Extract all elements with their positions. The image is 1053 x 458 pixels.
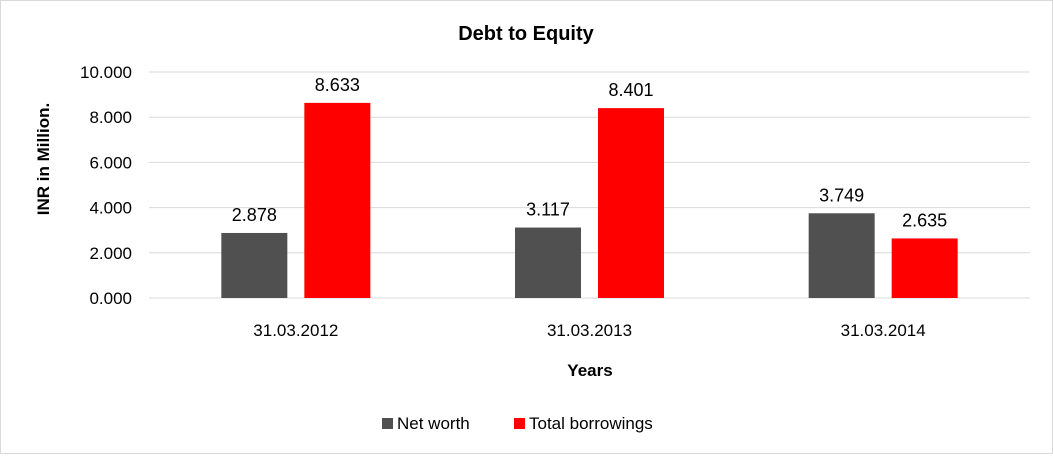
y-tick-label: 0.000: [89, 289, 132, 308]
y-tick-label: 6.000: [89, 153, 132, 172]
legend-swatch: [382, 418, 393, 429]
y-tick-label: 8.000: [89, 108, 132, 127]
legend-label: Total borrowings: [529, 414, 653, 433]
x-axis-title: Years: [567, 361, 612, 380]
legend: Net worth Total borrowings: [382, 414, 653, 433]
bar-total-borrowings: [598, 108, 664, 299]
data-label: 8.633: [315, 75, 360, 95]
bar-total-borrowings: [891, 238, 958, 298]
bar-total-borrowings: [304, 102, 371, 299]
y-tick-label: 10.000: [80, 63, 132, 82]
x-tick-label: 31.03.2013: [547, 321, 632, 340]
bars: [221, 102, 958, 299]
data-label: 2.635: [902, 210, 947, 230]
legend-label: Net worth: [397, 414, 470, 433]
y-tick-label: 4.000: [89, 199, 132, 218]
gridlines: [149, 71, 1030, 299]
x-axis-ticks: 31.03.2012 31.03.2013 31.03.2014: [253, 321, 925, 340]
x-tick-label: 31.03.2012: [253, 321, 338, 340]
legend-swatch: [514, 418, 525, 429]
data-labels: 2.878 8.633 3.117 8.401 3.749 2.635: [232, 75, 947, 231]
y-tick-label: 2.000: [89, 244, 132, 263]
chart-title: Debt to Equity: [458, 23, 594, 45]
y-axis-title: INR in Million.: [34, 103, 53, 215]
data-label: 8.401: [608, 80, 653, 100]
x-tick-label: 31.03.2014: [841, 321, 926, 340]
data-label: 2.878: [232, 205, 277, 225]
data-label: 3.749: [819, 185, 864, 205]
y-axis-ticks: 0.000 2.000 4.000 6.000 8.000 10.000: [80, 63, 132, 308]
bar-net-worth: [808, 213, 875, 298]
data-label: 3.117: [526, 200, 570, 220]
bar-net-worth: [515, 227, 581, 298]
bar-net-worth: [221, 232, 288, 298]
